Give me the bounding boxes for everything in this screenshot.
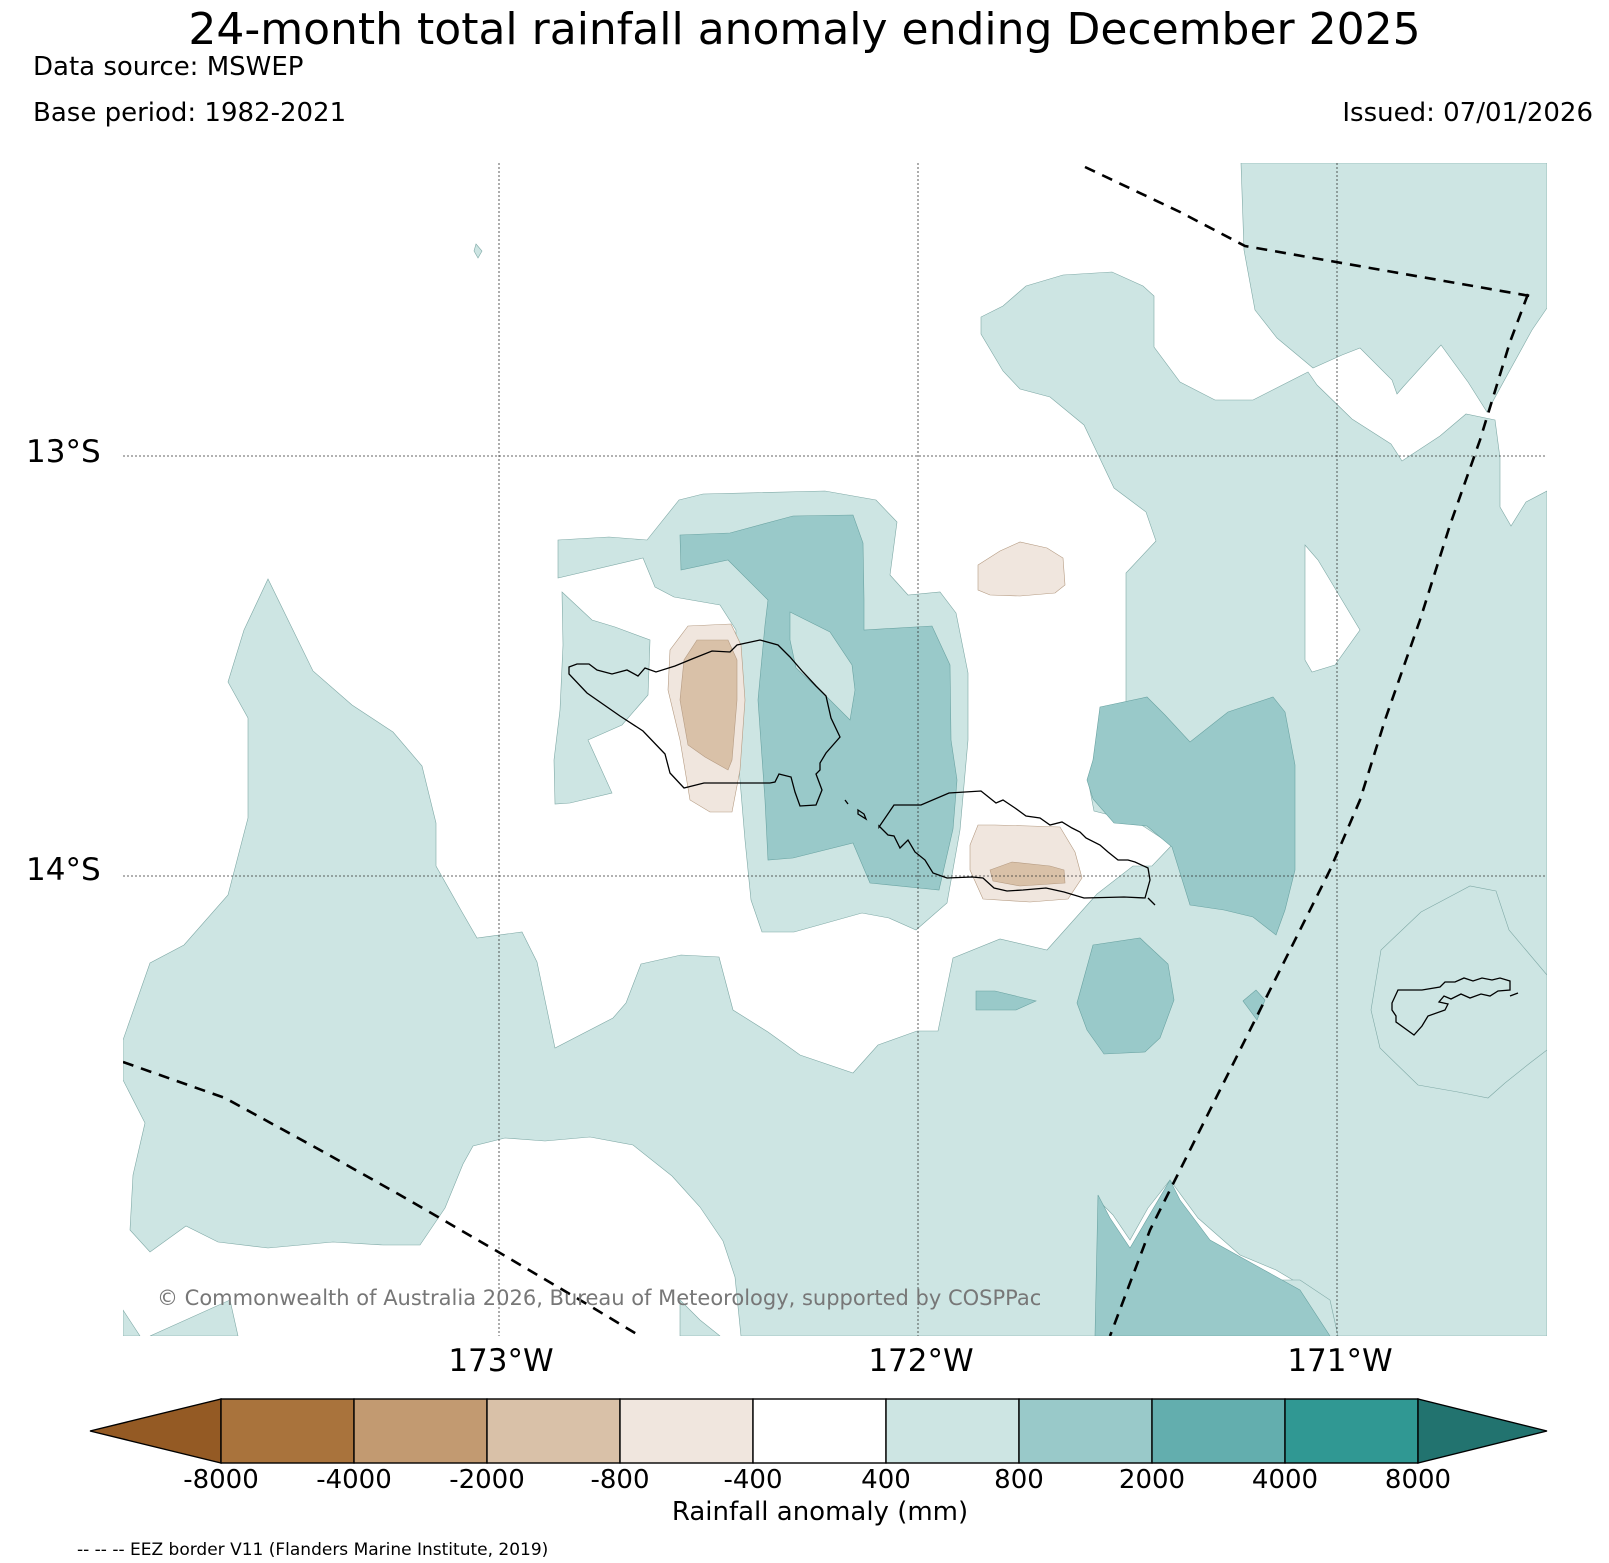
colorbar-tick-label: 400 [861,1465,911,1495]
lon-label-171w: 171°W [1287,1343,1393,1379]
colorbar-tick-label: -400 [723,1465,783,1495]
colorbar-tick-label: 4000 [1251,1465,1319,1495]
colorbar-segment [1284,1398,1419,1464]
savaii-coastline [568,639,841,807]
colorbar-title: Rainfall anomaly (mm) [671,1497,969,1527]
colorbar-tick-label: -4000 [316,1465,392,1495]
anomaly-map-area [123,163,1547,1336]
coastlines [568,639,1519,1036]
south-medium-region [1076,937,1175,1055]
east-medium-region [1086,696,1296,936]
colorbar [89,1398,1548,1464]
colorbar-tick-label: -8000 [183,1465,259,1495]
issued-date: Issued: 07/01/2026 [1342,98,1593,128]
colorbar-tick-label: -800 [590,1465,650,1495]
savaii-dry-region-800 [679,639,738,771]
colorbar-extend-max [1417,1398,1548,1464]
lat-label-13s: 13°S [26,434,101,470]
colorbar-segment [619,1398,754,1464]
colorbar-segment [885,1398,1020,1464]
tutuila-coastline [1391,977,1511,1036]
colorbar-segment [752,1398,887,1464]
upolu-coastline [878,790,1151,899]
colorbar-segment [353,1398,488,1464]
northeast-light-region [1240,163,1547,413]
tutuila-light-gap [1304,544,1361,673]
colorbar-tick-label: 2000 [1118,1465,1186,1495]
colorbar-segment [486,1398,621,1464]
colorbar-segment [1018,1398,1153,1464]
eez-borders [123,165,1531,1336]
southwest-corner-light-region [123,1299,721,1336]
tiny-islet-region [473,243,483,259]
data-source: Data source: MSWEP [33,52,304,82]
tutuila-east-tip [1509,992,1519,997]
anomaly-region-800-2000 [679,514,1331,1336]
manono-coastline [857,808,868,821]
lon-label-172w: 172°W [868,1343,974,1379]
savaii-medium-region [679,514,958,891]
colorbar-tick-label: 800 [994,1465,1044,1495]
map-title: 24-month total rainfall anomaly ending D… [188,4,1421,55]
west-island-light-region [553,591,651,805]
west-light-region [123,271,1547,1336]
south-small-medium-region [975,990,1037,1011]
apolima-coastline [844,799,849,805]
colorbar-extend-min [89,1398,222,1464]
colorbar-segment [220,1398,355,1464]
eez-border-southwest [123,1060,641,1336]
colorbar-segment [1151,1398,1286,1464]
lat-label-14s: 14°S [26,852,101,888]
colorbar-tick-label: -2000 [449,1465,525,1495]
anomaly-region-negative [667,541,1083,903]
southeast-medium-region [1094,1179,1331,1336]
colorbar-tick-label: 8000 [1384,1465,1452,1495]
map-gridlines [123,163,1547,1336]
base-period: Base period: 1982-2021 [33,98,347,128]
eez-border-north [1084,165,1531,298]
upolu-east-tip [1147,897,1156,906]
eez-border-east [1108,293,1530,1336]
eez-legend-note: -- -- -- EEZ border V11 (Flanders Marine… [77,1540,549,1560]
copyright-notice: © Commonwealth of Australia 2026, Bureau… [157,1286,1041,1310]
upolu-dry-region-800 [989,861,1066,887]
savaii-inner-light-hole [789,611,856,721]
lon-label-173w: 173°W [448,1343,554,1379]
north-dry-region-400 [977,541,1066,597]
